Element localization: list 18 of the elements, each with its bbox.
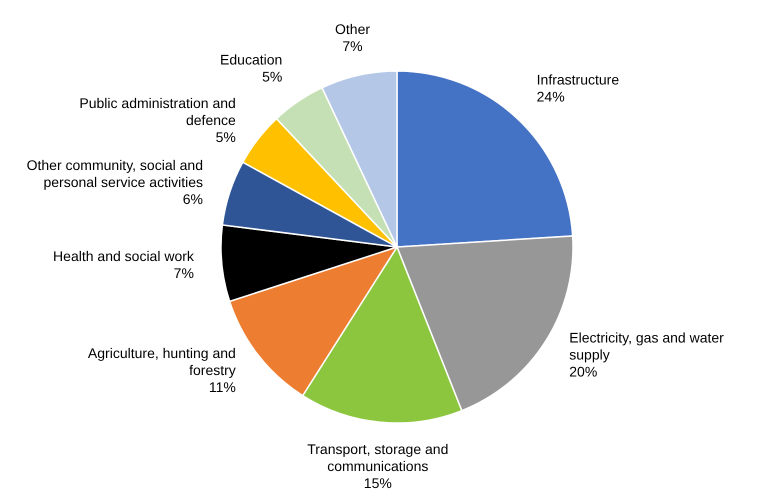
data-label: 11% — [208, 379, 236, 396]
slice-label: Health and social work — [53, 248, 195, 264]
data-label: 7% — [342, 38, 363, 54]
slice-label: Infrastructure — [536, 71, 620, 88]
data-label: 5% — [262, 68, 282, 84]
data-label: 15% — [364, 475, 392, 492]
slice-label: Transport, storage and communications — [307, 441, 448, 474]
data-label: 20% — [569, 363, 598, 380]
slice-label: Education — [220, 51, 282, 68]
slice-label: Other community, social and personal service activities — [26, 156, 203, 190]
slice-label: Agriculture, hunting and forestry — [88, 345, 236, 378]
data-label: 24% — [536, 88, 565, 104]
data-label: 7% — [174, 265, 194, 282]
data-label: 5% — [216, 128, 236, 145]
data-label: 6% — [182, 190, 203, 207]
slice-label: Public administration and defence — [79, 94, 236, 128]
slice-label: Other — [334, 20, 370, 37]
slice-label: Electricity, gas and water supply — [569, 329, 724, 362]
